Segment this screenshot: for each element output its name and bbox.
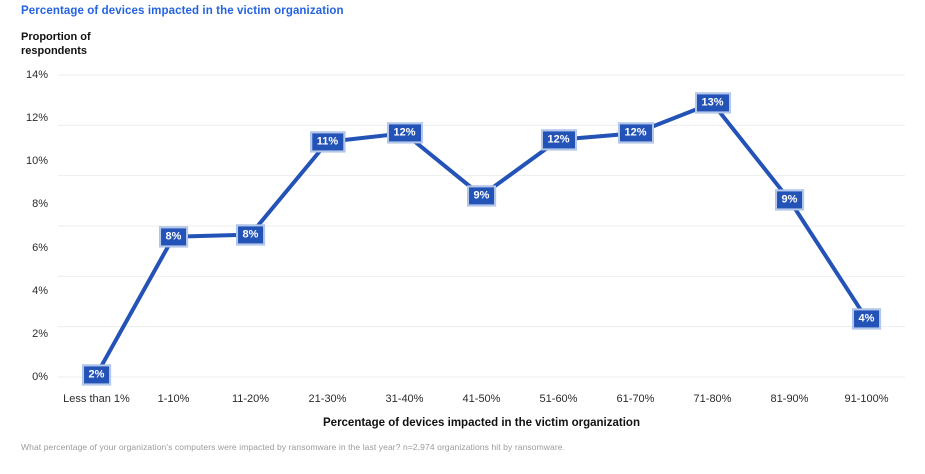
x-tick-label: 31-40% — [385, 393, 424, 405]
x-tick-label: Less than 1% — [63, 393, 130, 405]
data-label: 11% — [309, 131, 346, 153]
y-tick-label: 8% — [32, 198, 48, 211]
data-label: 12% — [386, 122, 423, 144]
data-label: 8% — [158, 226, 189, 248]
x-tick-label: 61-70% — [616, 393, 655, 405]
footnote: What percentage of your organization's c… — [21, 442, 566, 452]
x-tick-label: 41-50% — [462, 393, 501, 405]
data-label: 2% — [81, 364, 112, 386]
y-tick-label: 6% — [32, 241, 48, 254]
y-tick-label: 4% — [32, 284, 48, 297]
data-label: 9% — [466, 185, 497, 207]
y-tick-label: 10% — [25, 155, 48, 168]
data-label: 13% — [694, 92, 731, 114]
x-tick-label: 11-20% — [231, 393, 270, 405]
chart-title: Percentage of devices impacted in the vi… — [21, 5, 344, 17]
data-label: 4% — [851, 308, 882, 330]
x-tick-label: 51-60% — [539, 393, 578, 405]
y-tick-label: 2% — [32, 327, 48, 340]
x-tick-label: 91-100% — [844, 393, 889, 405]
line-series-svg — [58, 74, 905, 378]
x-axis-title: Percentage of devices impacted in the vi… — [323, 417, 640, 429]
data-label: 12% — [540, 129, 577, 151]
data-label: 8% — [235, 224, 266, 246]
y-tick-label: 14% — [25, 69, 48, 81]
data-label: 12% — [617, 122, 654, 144]
line-series — [94, 101, 869, 377]
y-tick-label: 0% — [32, 371, 48, 383]
y-tick-label: 12% — [25, 112, 48, 125]
x-tick-label: 1-10% — [157, 393, 190, 405]
x-tick-label: 71-80% — [693, 393, 732, 405]
data-label: 9% — [774, 189, 805, 211]
y-axis-title: Proportion of respondents — [21, 31, 91, 58]
plot-area: 2% 8% 8% 11% 12% 9% 12% 12% 13% 9% 4% — [58, 74, 905, 386]
x-tick-label: 21-30% — [308, 393, 347, 405]
x-tick-label: 81-90% — [770, 393, 809, 405]
